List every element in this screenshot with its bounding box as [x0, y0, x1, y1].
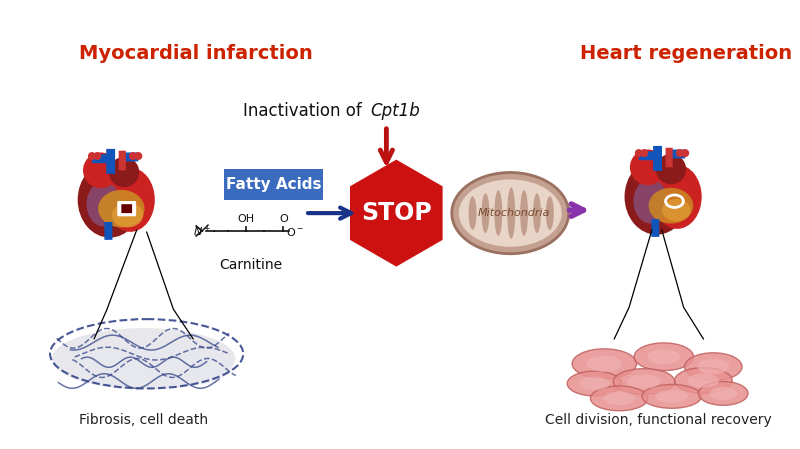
Ellipse shape [698, 382, 748, 405]
Ellipse shape [627, 374, 661, 389]
Circle shape [630, 150, 666, 185]
FancyBboxPatch shape [653, 146, 662, 171]
Ellipse shape [590, 386, 648, 411]
Ellipse shape [78, 162, 142, 238]
Ellipse shape [614, 369, 674, 394]
Text: O: O [279, 214, 288, 224]
Ellipse shape [634, 343, 694, 370]
Ellipse shape [655, 390, 688, 403]
Text: Myocardial infarction: Myocardial infarction [79, 44, 313, 63]
Circle shape [656, 154, 686, 184]
FancyBboxPatch shape [106, 149, 115, 174]
FancyArrowPatch shape [380, 129, 393, 162]
FancyBboxPatch shape [639, 151, 655, 160]
Text: OH: OH [237, 214, 254, 224]
Circle shape [94, 152, 102, 160]
Ellipse shape [86, 182, 121, 226]
Text: Cell division, functional recovery: Cell division, functional recovery [546, 413, 772, 427]
Ellipse shape [533, 193, 541, 233]
Ellipse shape [106, 167, 154, 232]
Circle shape [83, 153, 118, 188]
FancyBboxPatch shape [92, 154, 108, 163]
Ellipse shape [98, 190, 145, 227]
Ellipse shape [647, 349, 680, 365]
Text: Fibrosis, cell death: Fibrosis, cell death [79, 413, 208, 427]
Ellipse shape [567, 371, 622, 396]
Ellipse shape [482, 193, 490, 233]
Ellipse shape [698, 359, 729, 374]
Ellipse shape [649, 188, 694, 224]
Ellipse shape [469, 196, 477, 230]
Ellipse shape [112, 202, 143, 227]
FancyBboxPatch shape [122, 204, 132, 213]
FancyBboxPatch shape [667, 150, 685, 158]
Ellipse shape [520, 190, 528, 236]
Ellipse shape [688, 374, 719, 387]
Text: Cpt1b: Cpt1b [370, 102, 420, 120]
Ellipse shape [642, 384, 702, 408]
Circle shape [109, 157, 139, 187]
FancyBboxPatch shape [121, 153, 138, 161]
Text: O$^-$: O$^-$ [286, 226, 304, 238]
FancyBboxPatch shape [666, 148, 673, 167]
Circle shape [640, 149, 648, 157]
Ellipse shape [546, 196, 554, 230]
Text: Mitochondria: Mitochondria [478, 208, 550, 218]
Ellipse shape [458, 180, 562, 247]
Ellipse shape [653, 165, 702, 229]
FancyBboxPatch shape [651, 219, 659, 237]
Polygon shape [350, 159, 442, 267]
Ellipse shape [74, 344, 233, 389]
Text: Inactivation of: Inactivation of [242, 102, 366, 120]
FancyBboxPatch shape [224, 168, 323, 200]
Ellipse shape [494, 190, 502, 236]
Ellipse shape [586, 356, 622, 372]
Ellipse shape [572, 349, 637, 379]
Ellipse shape [634, 179, 667, 224]
Text: $N^+$: $N^+$ [193, 223, 211, 238]
Text: Carnitine: Carnitine [219, 258, 282, 272]
Ellipse shape [625, 159, 689, 235]
FancyBboxPatch shape [118, 151, 126, 170]
Circle shape [134, 152, 142, 160]
Ellipse shape [685, 353, 742, 381]
Ellipse shape [710, 387, 737, 400]
FancyBboxPatch shape [118, 202, 134, 215]
Ellipse shape [52, 328, 235, 389]
Ellipse shape [674, 368, 732, 393]
Ellipse shape [603, 392, 635, 405]
Circle shape [635, 149, 643, 157]
Circle shape [129, 152, 137, 160]
Ellipse shape [452, 172, 569, 254]
Text: Fatty Acids: Fatty Acids [226, 177, 321, 192]
Ellipse shape [662, 199, 690, 221]
FancyBboxPatch shape [105, 222, 113, 240]
Circle shape [88, 152, 96, 160]
Ellipse shape [507, 187, 515, 239]
Circle shape [676, 149, 684, 157]
Text: STOP: STOP [361, 201, 432, 225]
Ellipse shape [579, 377, 610, 390]
Circle shape [681, 149, 689, 157]
Text: Heart regeneration: Heart regeneration [581, 44, 793, 63]
